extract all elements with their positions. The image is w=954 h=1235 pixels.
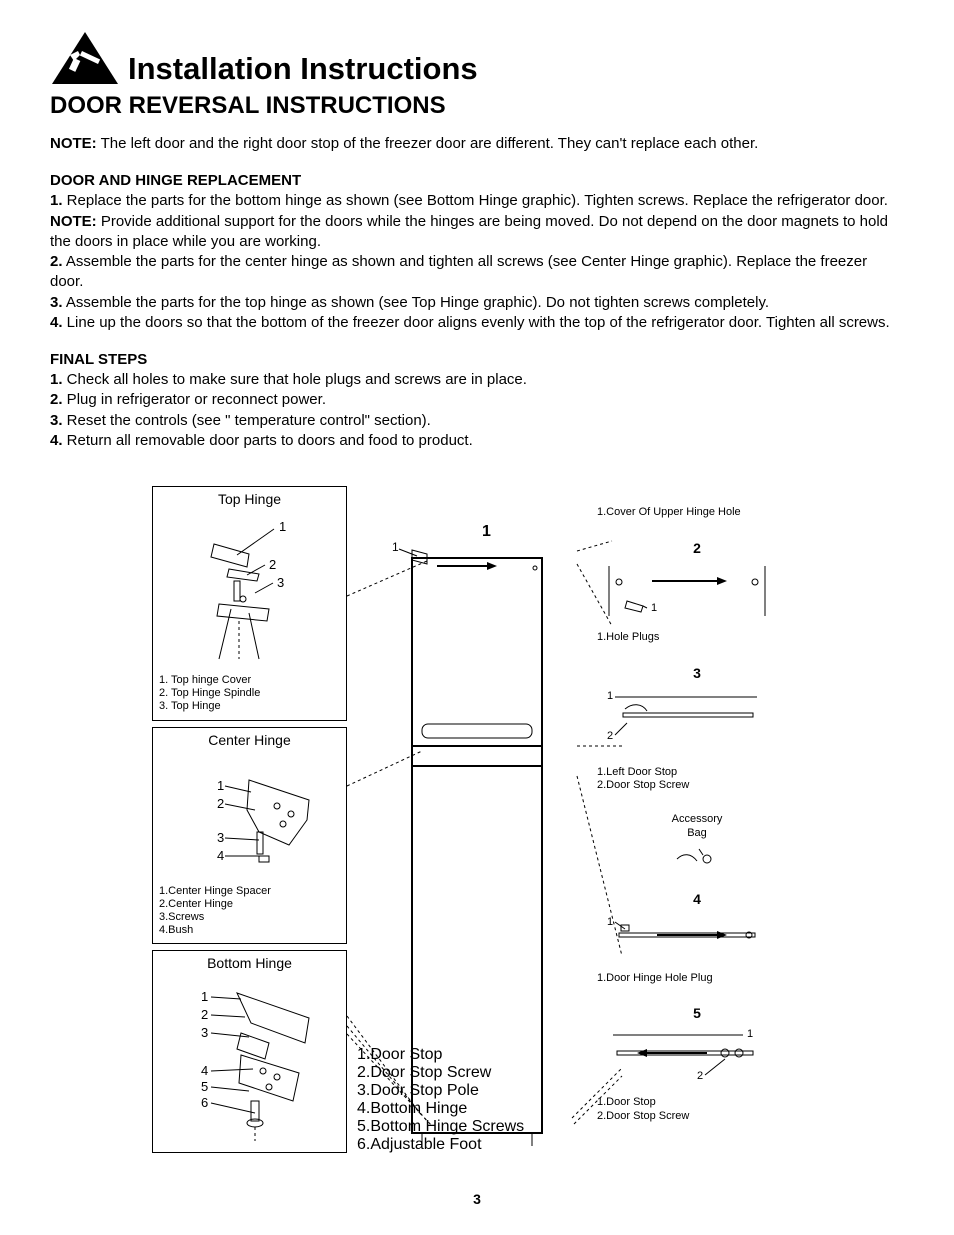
section-b-step1: 1. Check all holes to make sure that hol… — [50, 370, 904, 390]
section-a-note: NOTE: Provide additional support for the… — [50, 212, 904, 253]
svg-text:2: 2 — [201, 1007, 208, 1022]
accessory-bag-icon — [667, 841, 727, 871]
r2-sketch-icon: 1 — [597, 556, 777, 626]
svg-text:3: 3 — [201, 1025, 208, 1040]
section-a-head: DOOR AND HINGE REPLACEMENT — [50, 172, 904, 189]
section-b-step3: 3. Reset the controls (see " temperature… — [50, 411, 904, 431]
intro-note-text: The left door and the right door stop of… — [97, 135, 759, 152]
section-a-step4: 4. Line up the doors so that the bottom … — [50, 313, 904, 333]
r3-panel: 3 1 2 1.Left Door Stop 2.Door Stop Screw — [597, 665, 797, 794]
svg-text:4: 4 — [201, 1063, 208, 1078]
header-line: Installation Instructions — [50, 30, 904, 86]
page-container: Installation Instructions DOOR REVERSAL … — [0, 0, 954, 1235]
svg-text:4: 4 — [217, 848, 224, 863]
th-num3: 3 — [277, 575, 284, 590]
diagram-area: Top Hinge 1 2 3 — [152, 486, 802, 1156]
svg-text:1: 1 — [651, 602, 657, 614]
svg-text:1: 1 — [201, 989, 208, 1004]
th-num2: 2 — [269, 557, 276, 572]
top-hinge-legend: 1. Top hinge Cover 2. Top Hinge Spindle … — [159, 674, 340, 714]
r3-legend: 1.Left Door Stop 2.Door Stop Screw — [597, 766, 797, 794]
center-hinge-panel: Center Hinge 1 2 3 4 — [152, 727, 347, 945]
th-num1: 1 — [279, 519, 286, 534]
center-hinge-title: Center Hinge — [159, 732, 340, 748]
r3-sketch-icon: 1 2 — [597, 681, 777, 761]
page-number: 3 — [0, 1191, 954, 1207]
r4-sketch-icon: 1 — [597, 907, 777, 967]
section-a-step3: 3. Assemble the parts for the top hinge … — [50, 293, 904, 313]
bottom-hinge-panel: Bottom Hinge 1 2 3 4 5 6 — [152, 950, 347, 1153]
bottom-hinge-title: Bottom Hinge — [159, 955, 340, 971]
r1-panel: 1.Cover Of Upper Hinge Hole — [597, 506, 797, 520]
bottom-hinge-sketch-icon: 1 2 3 4 5 6 — [159, 973, 340, 1146]
svg-text:5: 5 — [201, 1079, 208, 1094]
svg-text:1: 1 — [747, 1028, 753, 1040]
note-lead: NOTE: — [50, 135, 97, 152]
section-a-step1: 1. Replace the parts for the bottom hing… — [50, 191, 904, 211]
r5-panel: 5 1 2 1.Door Stop 2.Door Stop Screw — [597, 1005, 797, 1124]
svg-text:2: 2 — [217, 796, 224, 811]
top-hinge-panel: Top Hinge 1 2 3 — [152, 486, 347, 721]
top-hinge-sketch-icon: 1 2 3 — [159, 509, 340, 672]
right-panels: 1.Cover Of Upper Hinge Hole 2 1 1.H — [597, 486, 797, 1124]
r5-sketch-icon: 1 2 — [597, 1021, 777, 1091]
r4-panel: 4 1 1.Door Hinge Hole Plug — [597, 891, 797, 986]
section-a-step2: 2. Assemble the parts for the center hin… — [50, 252, 904, 293]
bottom-hinge-legend: 1.Door Stop 2.Door Stop Screw 3.Door Sto… — [357, 1046, 557, 1154]
svg-text:1: 1 — [607, 916, 613, 928]
center-hinge-legend: 1.Center Hinge Spacer 2.Center Hinge 3.S… — [159, 885, 340, 938]
warning-triangle-icon — [50, 30, 120, 86]
r2-panel: 2 1 1.Hole Plugs — [597, 540, 797, 645]
svg-text:1: 1 — [482, 523, 491, 540]
mid-column: 1 1 — [357, 486, 587, 1156]
svg-text:2: 2 — [607, 730, 613, 742]
section-b-step2: 2. Plug in refrigerator or reconnect pow… — [50, 390, 904, 410]
center-hinge-sketch-icon: 1 2 3 4 — [159, 750, 340, 883]
intro-note: NOTE: The left door and the right door s… — [50, 134, 904, 154]
svg-text:3: 3 — [217, 830, 224, 845]
r5-legend: 1.Door Stop 2.Door Stop Screw — [597, 1096, 797, 1124]
top-hinge-title: Top Hinge — [159, 491, 340, 507]
section-b-step4: 4. Return all removable door parts to do… — [50, 431, 904, 451]
svg-text:6: 6 — [201, 1095, 208, 1110]
svg-text:1: 1 — [217, 778, 224, 793]
svg-text:1: 1 — [607, 690, 613, 702]
svg-text:1: 1 — [392, 540, 399, 554]
svg-text:2: 2 — [697, 1070, 703, 1082]
left-panels: Top Hinge 1 2 3 — [152, 486, 347, 1153]
sub-title: DOOR REVERSAL INSTRUCTIONS — [50, 92, 904, 120]
section-b-head: FINAL STEPS — [50, 351, 904, 368]
accessory-bag-panel: Accessory Bag — [597, 813, 797, 871]
main-title: Installation Instructions — [128, 53, 478, 86]
